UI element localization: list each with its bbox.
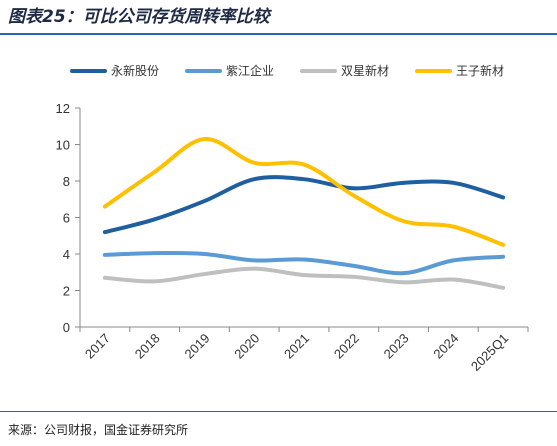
legend-label-4: 王子新材 <box>456 63 504 78</box>
y-axis: 0 2 4 6 8 10 12 <box>56 101 81 335</box>
series-line-4 <box>102 137 506 247</box>
x-axis: 2017 2018 2019 2020 2021 2022 2023 2024 2025Q1 <box>79 326 529 374</box>
y-tick-label: 0 <box>63 320 70 335</box>
source-divider <box>0 411 557 412</box>
x-tick-label: 2017 <box>82 331 113 362</box>
y-tick-label: 2 <box>63 284 70 299</box>
x-tick-label: 2019 <box>182 331 213 362</box>
y-tick-label: 4 <box>63 247 70 262</box>
title-divider <box>0 33 557 35</box>
series-line-2 <box>102 250 506 276</box>
legend-label-2: 紫江企业 <box>226 63 274 78</box>
y-tick-label: 6 <box>63 211 70 226</box>
legend: 永新股份 紫江企业 双星新材 王子新材 <box>70 63 504 78</box>
x-tick-label: 2021 <box>281 331 312 362</box>
series-lines <box>102 137 506 290</box>
legend-label-3: 双星新材 <box>341 63 389 78</box>
y-tick-label: 8 <box>63 174 70 189</box>
x-tick-label: 2023 <box>381 331 412 362</box>
x-tick-label: 2018 <box>132 331 163 362</box>
y-tick-label: 10 <box>56 138 70 153</box>
series-line-3 <box>102 266 506 290</box>
y-tick-label: 12 <box>56 101 70 116</box>
x-tick-label: 2022 <box>331 331 362 362</box>
x-tick-label: 2025Q1 <box>468 331 511 374</box>
series-line-1 <box>102 175 506 235</box>
legend-label-1: 永新股份 <box>111 63 159 78</box>
x-tick-label: 2020 <box>231 331 262 362</box>
figure-title: 图表25：可比公司存货周转率比较 <box>8 7 270 27</box>
x-tick-label: 2024 <box>430 331 461 362</box>
source-note: 来源：公司财报，国金证券研究所 <box>8 423 189 437</box>
